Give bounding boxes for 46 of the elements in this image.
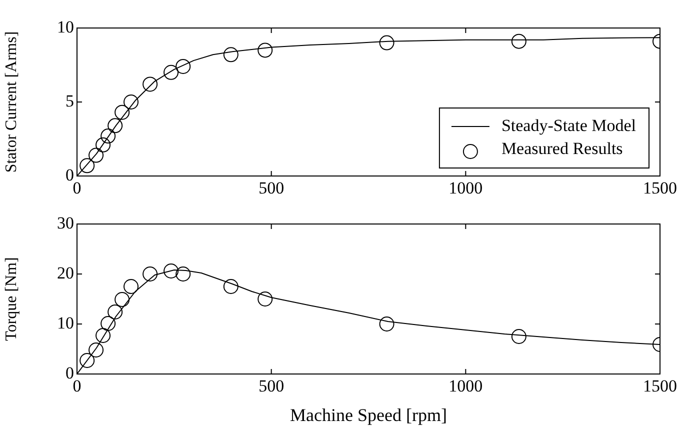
y-axis-title: Stator Current [Arms] bbox=[2, 31, 20, 173]
point bbox=[108, 304, 123, 320]
y-tick-label: 10 bbox=[57, 313, 74, 332]
point bbox=[142, 76, 158, 92]
point bbox=[511, 34, 526, 49]
point bbox=[96, 137, 111, 152]
point bbox=[96, 328, 111, 343]
point bbox=[176, 266, 191, 282]
point bbox=[379, 35, 394, 50]
point bbox=[114, 104, 130, 120]
point bbox=[114, 292, 130, 307]
y-tick-label: 0 bbox=[66, 363, 74, 382]
y-tick-label: 0 bbox=[66, 165, 74, 184]
y-axis-title: Torque [Nm] bbox=[2, 257, 20, 341]
point bbox=[100, 128, 116, 144]
x-tick-label: 1500 bbox=[643, 178, 677, 198]
point bbox=[124, 94, 139, 110]
point bbox=[258, 42, 273, 58]
x-tick-label: 1000 bbox=[448, 376, 483, 396]
legend-label: Measured Results bbox=[501, 138, 623, 158]
x-tick-label: 1000 bbox=[448, 178, 483, 198]
point bbox=[379, 316, 394, 332]
point bbox=[100, 316, 116, 331]
y-tick-label: 5 bbox=[66, 91, 74, 110]
point bbox=[176, 58, 191, 74]
point bbox=[124, 279, 139, 294]
point bbox=[511, 329, 526, 344]
x-axis-title: Machine Speed [rpm] bbox=[290, 404, 447, 425]
legend-label: Steady-State Model bbox=[501, 116, 636, 135]
y-tick-label: 30 bbox=[57, 213, 74, 232]
point bbox=[164, 64, 179, 80]
point bbox=[80, 158, 95, 174]
point bbox=[223, 279, 238, 294]
point bbox=[80, 353, 95, 368]
point bbox=[223, 47, 238, 62]
x-tick-label: 1500 bbox=[643, 376, 677, 396]
point bbox=[142, 266, 158, 282]
x-tick-label: 500 bbox=[258, 376, 284, 396]
point bbox=[258, 292, 273, 306]
point bbox=[88, 342, 104, 358]
point bbox=[108, 118, 123, 134]
point bbox=[88, 148, 104, 163]
point bbox=[164, 264, 179, 278]
y-tick-label: 20 bbox=[57, 263, 74, 282]
y-tick-label: 10 bbox=[57, 17, 74, 36]
x-tick-label: 500 bbox=[258, 178, 284, 198]
